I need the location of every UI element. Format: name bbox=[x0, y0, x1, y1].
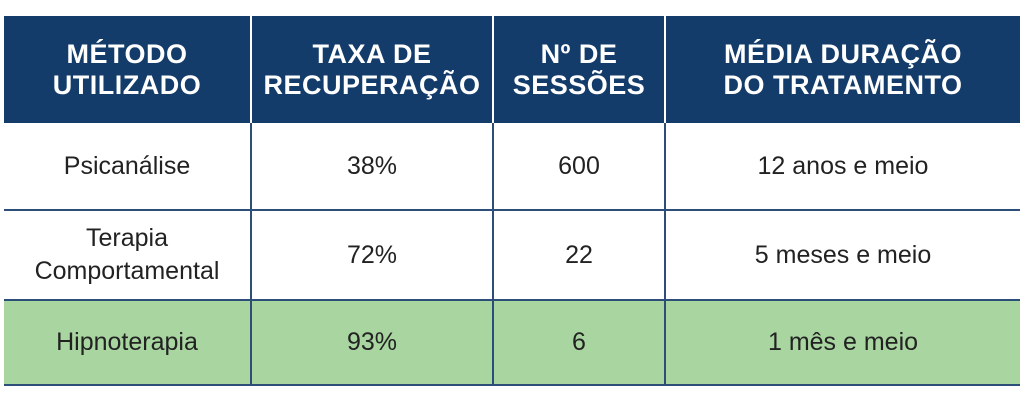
therapy-comparison-table: MÉTODO UTILIZADO TAXA DE RECUPERAÇÃO Nº … bbox=[4, 16, 1020, 386]
header-sessions-line1: Nº DE bbox=[540, 38, 618, 69]
header-duration: MÉDIA DURAÇÃO DO TRATAMENTO bbox=[665, 16, 1020, 123]
cell-duration: 12 anos e meio bbox=[665, 123, 1020, 211]
header-method-line2: UTILIZADO bbox=[52, 69, 202, 100]
header-sessions: Nº DE SESSÕES bbox=[493, 16, 666, 123]
cell-recovery-rate: 38% bbox=[251, 123, 494, 211]
cell-sessions: 22 bbox=[493, 210, 666, 301]
header-method-line1: MÉTODO bbox=[66, 38, 188, 69]
header-method: MÉTODO UTILIZADO bbox=[4, 16, 252, 123]
cell-method: Psicanálise bbox=[4, 123, 252, 211]
header-duration-line1: MÉDIA DURAÇÃO bbox=[724, 38, 962, 69]
header-recovery-rate: TAXA DE RECUPERAÇÃO bbox=[251, 16, 494, 123]
cell-recovery-rate: 72% bbox=[251, 210, 494, 301]
cell-method: Terapia Comportamental bbox=[4, 210, 252, 301]
method-label-line2: Comportamental bbox=[34, 257, 220, 285]
cell-sessions: 6 bbox=[493, 300, 666, 386]
cell-duration: 1 mês e meio bbox=[665, 300, 1020, 386]
header-recovery-rate-line1: TAXA DE bbox=[312, 38, 432, 69]
header-recovery-rate-line2: RECUPERAÇÃO bbox=[263, 69, 481, 100]
cell-duration: 5 meses e meio bbox=[665, 210, 1020, 301]
cell-sessions: 600 bbox=[493, 123, 666, 211]
cell-method: Hipnoterapia bbox=[4, 300, 252, 386]
header-sessions-line2: SESSÕES bbox=[512, 69, 646, 100]
method-label: Psicanálise bbox=[63, 151, 191, 180]
method-label-line1: Terapia bbox=[86, 224, 168, 252]
method-label: Hipnoterapia bbox=[56, 328, 198, 356]
table-header-row: MÉTODO UTILIZADO TAXA DE RECUPERAÇÃO Nº … bbox=[4, 16, 1020, 123]
comparison-table-container: MÉTODO UTILIZADO TAXA DE RECUPERAÇÃO Nº … bbox=[4, 16, 1020, 386]
table-row: Psicanálise 38% 600 12 anos e meio bbox=[4, 123, 1020, 211]
table-row-highlighted: Hipnoterapia 93% 6 1 mês e meio bbox=[4, 300, 1020, 386]
cell-recovery-rate: 93% bbox=[251, 300, 494, 386]
table-row: Terapia Comportamental 72% 22 5 meses e … bbox=[4, 210, 1020, 301]
header-duration-line2: DO TRATAMENTO bbox=[723, 69, 963, 100]
